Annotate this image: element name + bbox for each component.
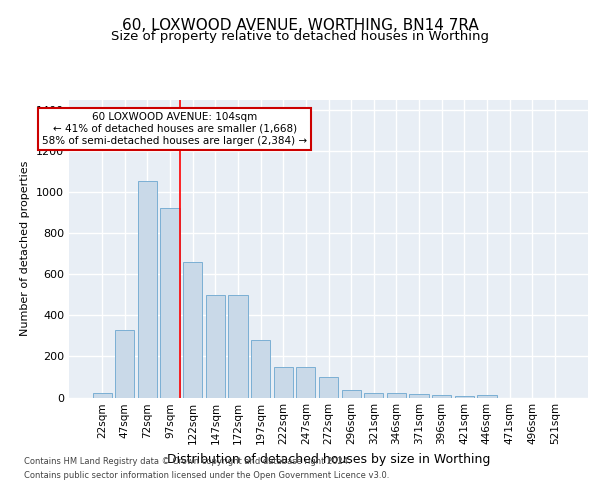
Bar [432, 394, 451, 398]
Text: 60 LOXWOOD AVENUE: 104sqm
← 41% of detached houses are smaller (1,668)
58% of se: 60 LOXWOOD AVENUE: 104sqm ← 41% of detac… [42, 112, 307, 146]
Text: Size of property relative to detached houses in Worthing: Size of property relative to detached ho… [111, 30, 489, 43]
Bar [455, 396, 474, 398]
Bar [409, 394, 428, 398]
Bar [229, 295, 248, 398]
Bar [296, 366, 316, 398]
X-axis label: Distribution of detached houses by size in Worthing: Distribution of detached houses by size … [167, 453, 490, 466]
Bar [274, 366, 293, 398]
Text: Contains HM Land Registry data © Crown copyright and database right 2024.: Contains HM Land Registry data © Crown c… [24, 458, 350, 466]
Bar [319, 377, 338, 398]
Bar [341, 390, 361, 398]
Bar [92, 394, 112, 398]
Bar [387, 394, 406, 398]
Y-axis label: Number of detached properties: Number of detached properties [20, 161, 31, 336]
Bar [183, 262, 202, 398]
Text: Contains public sector information licensed under the Open Government Licence v3: Contains public sector information licen… [24, 471, 389, 480]
Text: 60, LOXWOOD AVENUE, WORTHING, BN14 7RA: 60, LOXWOOD AVENUE, WORTHING, BN14 7RA [122, 18, 478, 32]
Bar [477, 395, 497, 398]
Bar [206, 295, 225, 398]
Bar [251, 340, 270, 398]
Bar [160, 208, 180, 398]
Bar [364, 394, 383, 398]
Bar [138, 181, 157, 398]
Bar [115, 330, 134, 398]
